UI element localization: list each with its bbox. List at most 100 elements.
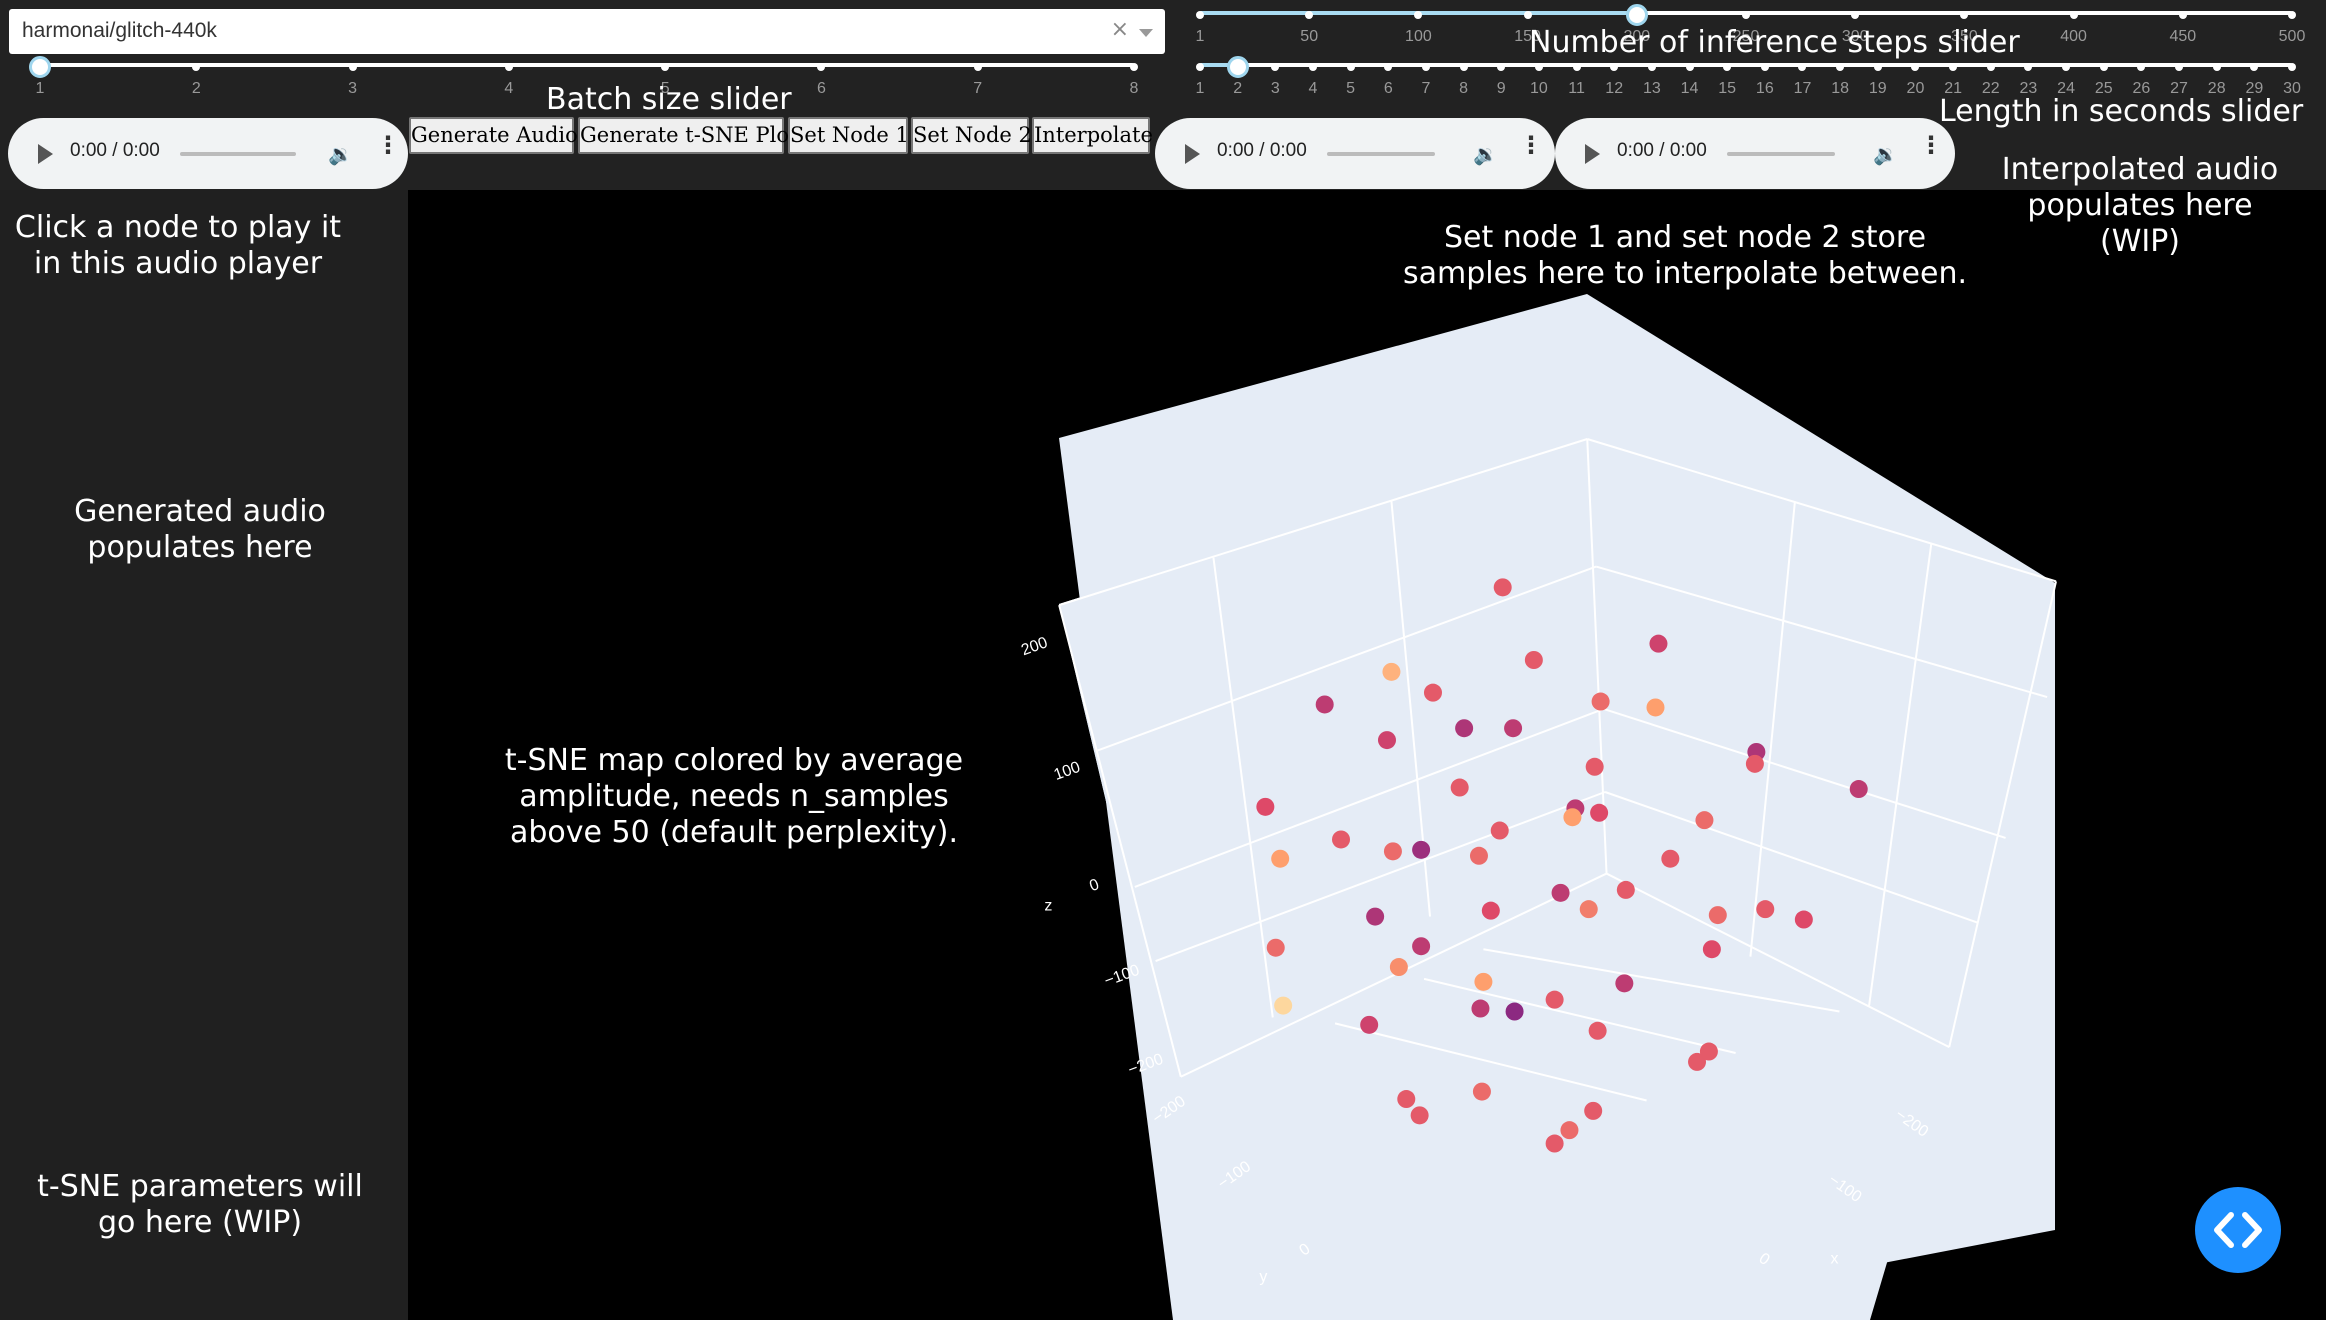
set-node-2-button[interactable]: Set Node 2	[911, 117, 1032, 154]
interpolate-button[interactable]: Interpolate	[1032, 117, 1153, 154]
tsne-node[interactable]	[1256, 797, 1275, 816]
play-icon[interactable]	[1585, 144, 1600, 164]
tsne-node[interactable]	[1590, 803, 1609, 822]
audio-progress-bar[interactable]	[1727, 152, 1835, 156]
tsne-node[interactable]	[1661, 849, 1680, 868]
tsne-node[interactable]	[1745, 754, 1764, 773]
tsne-node[interactable]	[1585, 757, 1604, 776]
tsne-node[interactable]	[1490, 821, 1509, 840]
generate-tsne-plot-button[interactable]: Generate t-SNE Plot	[578, 117, 798, 154]
code-toggle-button[interactable]	[2195, 1187, 2281, 1273]
length-tick-label: 29	[2245, 80, 2264, 97]
batch-slider-handle[interactable]	[29, 56, 51, 78]
tsne-node[interactable]	[1271, 849, 1290, 868]
length-tick-label: 7	[1421, 80, 1431, 97]
tsne-node[interactable]	[1412, 840, 1431, 859]
audio-progress-bar[interactable]	[180, 152, 296, 156]
tsne-node[interactable]	[1274, 996, 1293, 1015]
tsne-node[interactable]	[1389, 958, 1408, 977]
tsne-node[interactable]	[1560, 1121, 1579, 1140]
tsne-node[interactable]	[1615, 974, 1634, 993]
tsne-node[interactable]	[1469, 846, 1488, 865]
tsne-node[interactable]	[1794, 910, 1813, 929]
steps-slider-handle[interactable]	[1625, 4, 1648, 26]
tsne-node[interactable]	[1383, 842, 1402, 861]
tsne-node[interactable]	[1579, 900, 1598, 919]
volume-icon[interactable]: 🔉	[1873, 142, 1898, 166]
tsne-node[interactable]	[1377, 731, 1396, 750]
length-slider-caption: Length in seconds slider	[1939, 94, 2304, 129]
volume-icon[interactable]: 🔉	[328, 142, 353, 166]
more-options-icon[interactable]: ⋮	[1919, 131, 1943, 159]
more-options-icon[interactable]: ⋮	[1519, 131, 1543, 159]
tsne-node[interactable]	[1266, 938, 1285, 957]
tsne-node[interactable]	[1471, 999, 1490, 1018]
tsne-node[interactable]	[1545, 1134, 1564, 1153]
tsne-node[interactable]	[1649, 634, 1668, 653]
length-slider-handle[interactable]	[1226, 56, 1249, 78]
tsne-node[interactable]	[1591, 692, 1610, 711]
tsne-node[interactable]	[1474, 972, 1493, 991]
volume-icon[interactable]: 🔉	[1473, 142, 1498, 166]
clear-icon[interactable]: ×	[1110, 17, 1129, 42]
model-select-value: harmonai/glitch-440k	[22, 19, 217, 42]
play-icon[interactable]	[38, 144, 53, 164]
tsne-node[interactable]	[1481, 901, 1500, 920]
batch-tick-label: 5	[660, 80, 670, 97]
tsne-node[interactable]	[1366, 907, 1385, 926]
model-select[interactable]: harmonai/glitch-440k ×	[9, 9, 1165, 54]
click-node-note: Click a node to play it in this audio pl…	[0, 210, 356, 282]
tsne-node[interactable]	[1699, 1042, 1718, 1061]
tsne-node[interactable]	[1545, 990, 1564, 1009]
tsne-node[interactable]	[1472, 1082, 1491, 1101]
plot-points[interactable]	[1256, 578, 1868, 1153]
steps-tick-mark	[2288, 11, 2296, 19]
tsne-node[interactable]	[1702, 940, 1721, 959]
tsne-node[interactable]	[1756, 900, 1775, 919]
more-options-icon[interactable]: ⋮	[376, 131, 400, 159]
audio-player-node[interactable]: 0:00 / 0:00 🔉 ⋮	[8, 118, 408, 189]
audio-player-set-node-1[interactable]: 0:00 / 0:00 🔉 ⋮	[1155, 118, 1555, 189]
tsne-map-note: t-SNE map colored by average amplitude, …	[474, 743, 994, 851]
tsne-node[interactable]	[1588, 1021, 1607, 1040]
tsne-node[interactable]	[1688, 1052, 1707, 1071]
audio-player-set-node-2[interactable]: 0:00 / 0:00 🔉 ⋮	[1555, 118, 1955, 189]
tsne-node[interactable]	[1504, 719, 1523, 738]
audio-progress-bar[interactable]	[1327, 152, 1435, 156]
tsne-node[interactable]	[1646, 698, 1665, 717]
tsne-node[interactable]	[1332, 830, 1351, 849]
tsne-node[interactable]	[1524, 651, 1543, 669]
tsne-node[interactable]	[1695, 811, 1714, 830]
tsne-node[interactable]	[1616, 880, 1635, 899]
length-tick-label: 19	[1868, 80, 1887, 97]
batch-size-slider[interactable]	[40, 63, 1134, 67]
set-node-1-button[interactable]: Set Node 1	[788, 117, 909, 154]
batch-tick-label: 6	[816, 80, 826, 97]
tsne-node[interactable]	[1423, 683, 1442, 702]
play-icon[interactable]	[1185, 144, 1200, 164]
tsne-node[interactable]	[1455, 719, 1474, 738]
tsne-node[interactable]	[1450, 778, 1469, 797]
tsne-node[interactable]	[1708, 906, 1727, 925]
tsne-node[interactable]	[1315, 695, 1334, 714]
tsne-node[interactable]	[1412, 937, 1431, 956]
length-tick-mark	[1760, 63, 1769, 71]
slider-rail	[40, 63, 1134, 67]
length-tick-label: 23	[2019, 80, 2038, 97]
tsne-node[interactable]	[1584, 1101, 1603, 1120]
tsne-node[interactable]	[1493, 578, 1512, 597]
length-tick-label: 26	[2132, 80, 2151, 97]
tsne-node[interactable]	[1397, 1090, 1416, 1109]
tsne-node[interactable]	[1849, 780, 1868, 799]
tsne-node[interactable]	[1410, 1106, 1429, 1125]
generate-audio-button[interactable]: Generate Audio	[409, 117, 578, 154]
tsne-node[interactable]	[1505, 1002, 1524, 1021]
tsne-node[interactable]	[1563, 808, 1582, 827]
length-seconds-slider[interactable]	[1200, 63, 2292, 67]
tsne-node[interactable]	[1551, 883, 1570, 902]
tsne-node[interactable]	[1382, 662, 1401, 681]
tsne-node[interactable]	[1360, 1015, 1379, 1034]
batch-tick-label: 8	[1129, 80, 1139, 97]
chevron-down-icon[interactable]	[1139, 29, 1153, 37]
